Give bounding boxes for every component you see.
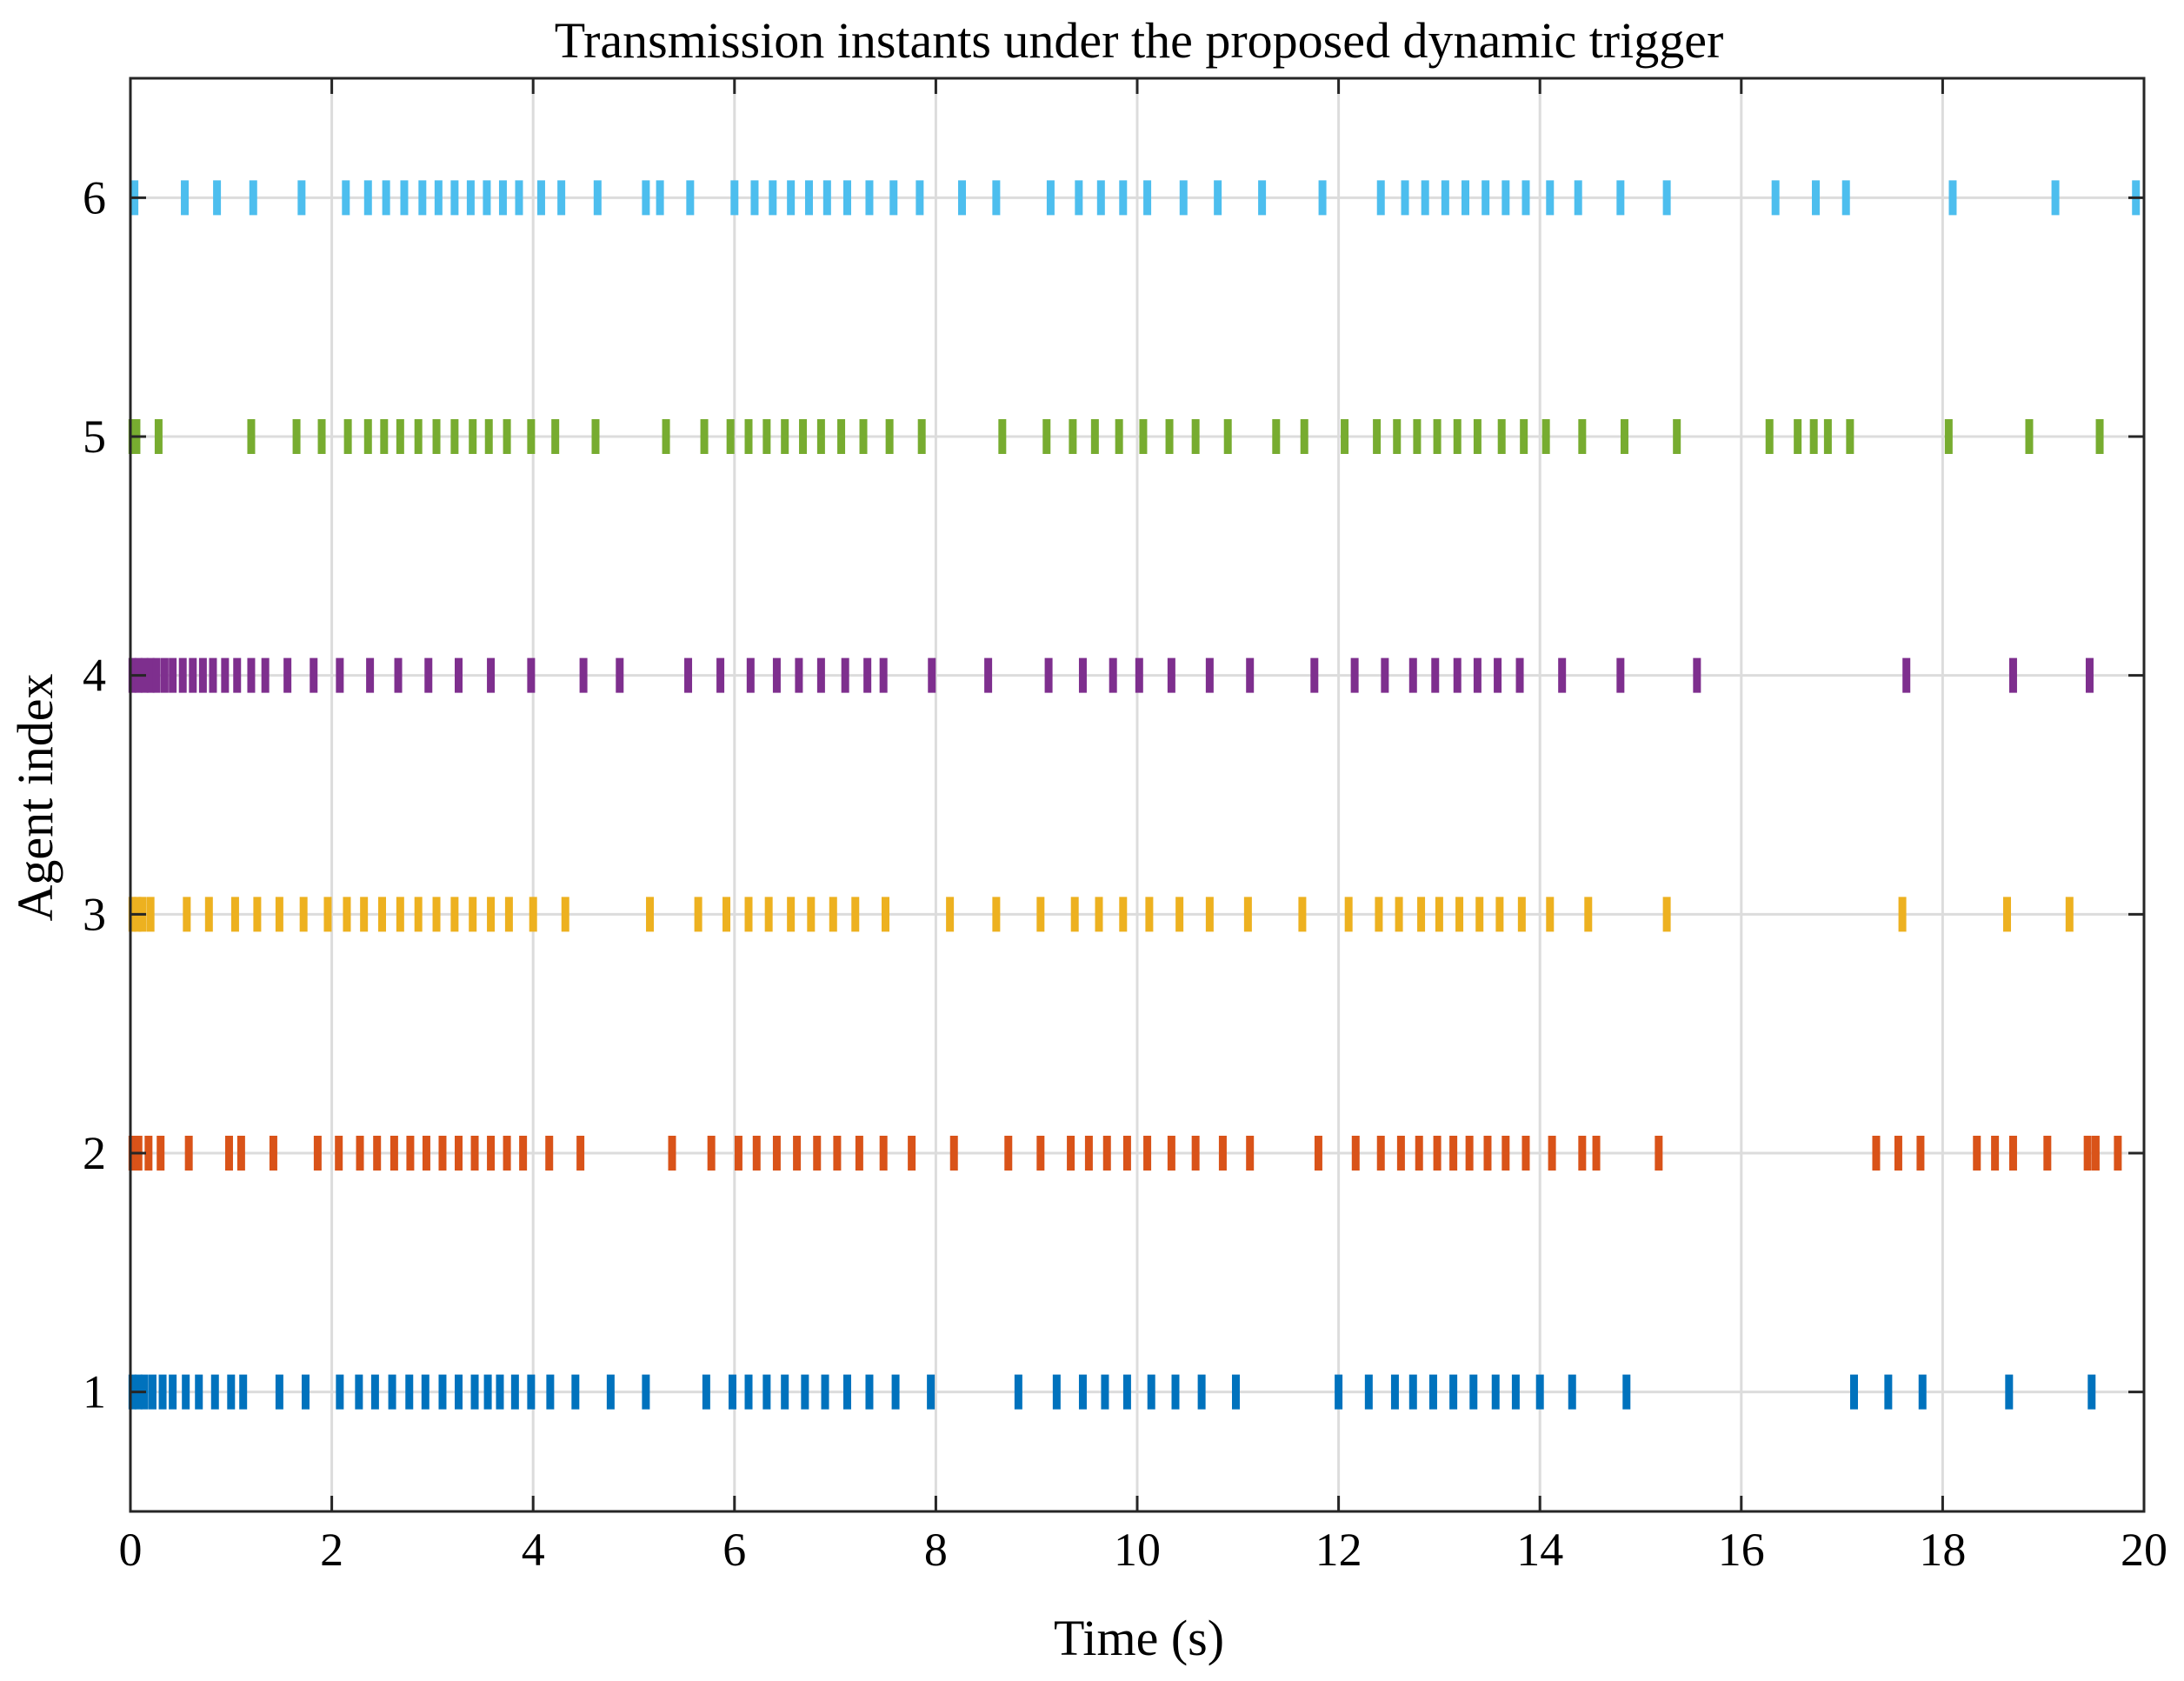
agent-5-series bbox=[128, 419, 2104, 454]
x-tick-label-0: 0 bbox=[119, 1524, 143, 1576]
chart-title: Transmission instants under the proposed… bbox=[555, 12, 1724, 69]
event-markers bbox=[128, 180, 2141, 1410]
x-tick-label-1: 2 bbox=[320, 1524, 343, 1576]
x-tick-label-9: 18 bbox=[1919, 1524, 1966, 1576]
y-tick-label-4: 5 bbox=[83, 410, 106, 463]
x-tick-label-5: 10 bbox=[1114, 1524, 1161, 1576]
agent-1-series bbox=[128, 1374, 2096, 1410]
y-tick-label-0: 1 bbox=[83, 1366, 106, 1418]
y-tick-label-3: 4 bbox=[83, 650, 106, 702]
x-tick-label-8: 16 bbox=[1718, 1524, 1765, 1576]
x-tick-label-10: 20 bbox=[2121, 1524, 2167, 1576]
x-tick-labels: 0 2 4 6 8 10 12 14 16 18 20 bbox=[119, 1524, 2168, 1576]
grid-lines bbox=[129, 78, 2146, 1511]
axis-ticks bbox=[129, 78, 2146, 1511]
y-tick-label-2: 3 bbox=[83, 888, 106, 940]
agent-3-series bbox=[128, 897, 2074, 932]
y-tick-label-1: 2 bbox=[83, 1127, 106, 1179]
x-tick-label-2: 4 bbox=[522, 1524, 545, 1576]
y-axis-label: Agent index bbox=[7, 673, 63, 921]
y-tick-labels: 1 2 3 4 5 6 bbox=[83, 171, 106, 1418]
agent-4-series bbox=[128, 657, 2094, 693]
agent-6-series bbox=[130, 180, 2141, 216]
x-tick-label-7: 14 bbox=[1516, 1524, 1563, 1576]
agent-2-series bbox=[128, 1136, 2122, 1171]
x-tick-label-6: 12 bbox=[1315, 1524, 1362, 1576]
y-tick-label-5: 6 bbox=[83, 171, 106, 223]
x-axis-label: Time (s) bbox=[1054, 1610, 1224, 1666]
x-tick-label-3: 6 bbox=[722, 1524, 746, 1576]
x-tick-label-4: 8 bbox=[924, 1524, 948, 1576]
